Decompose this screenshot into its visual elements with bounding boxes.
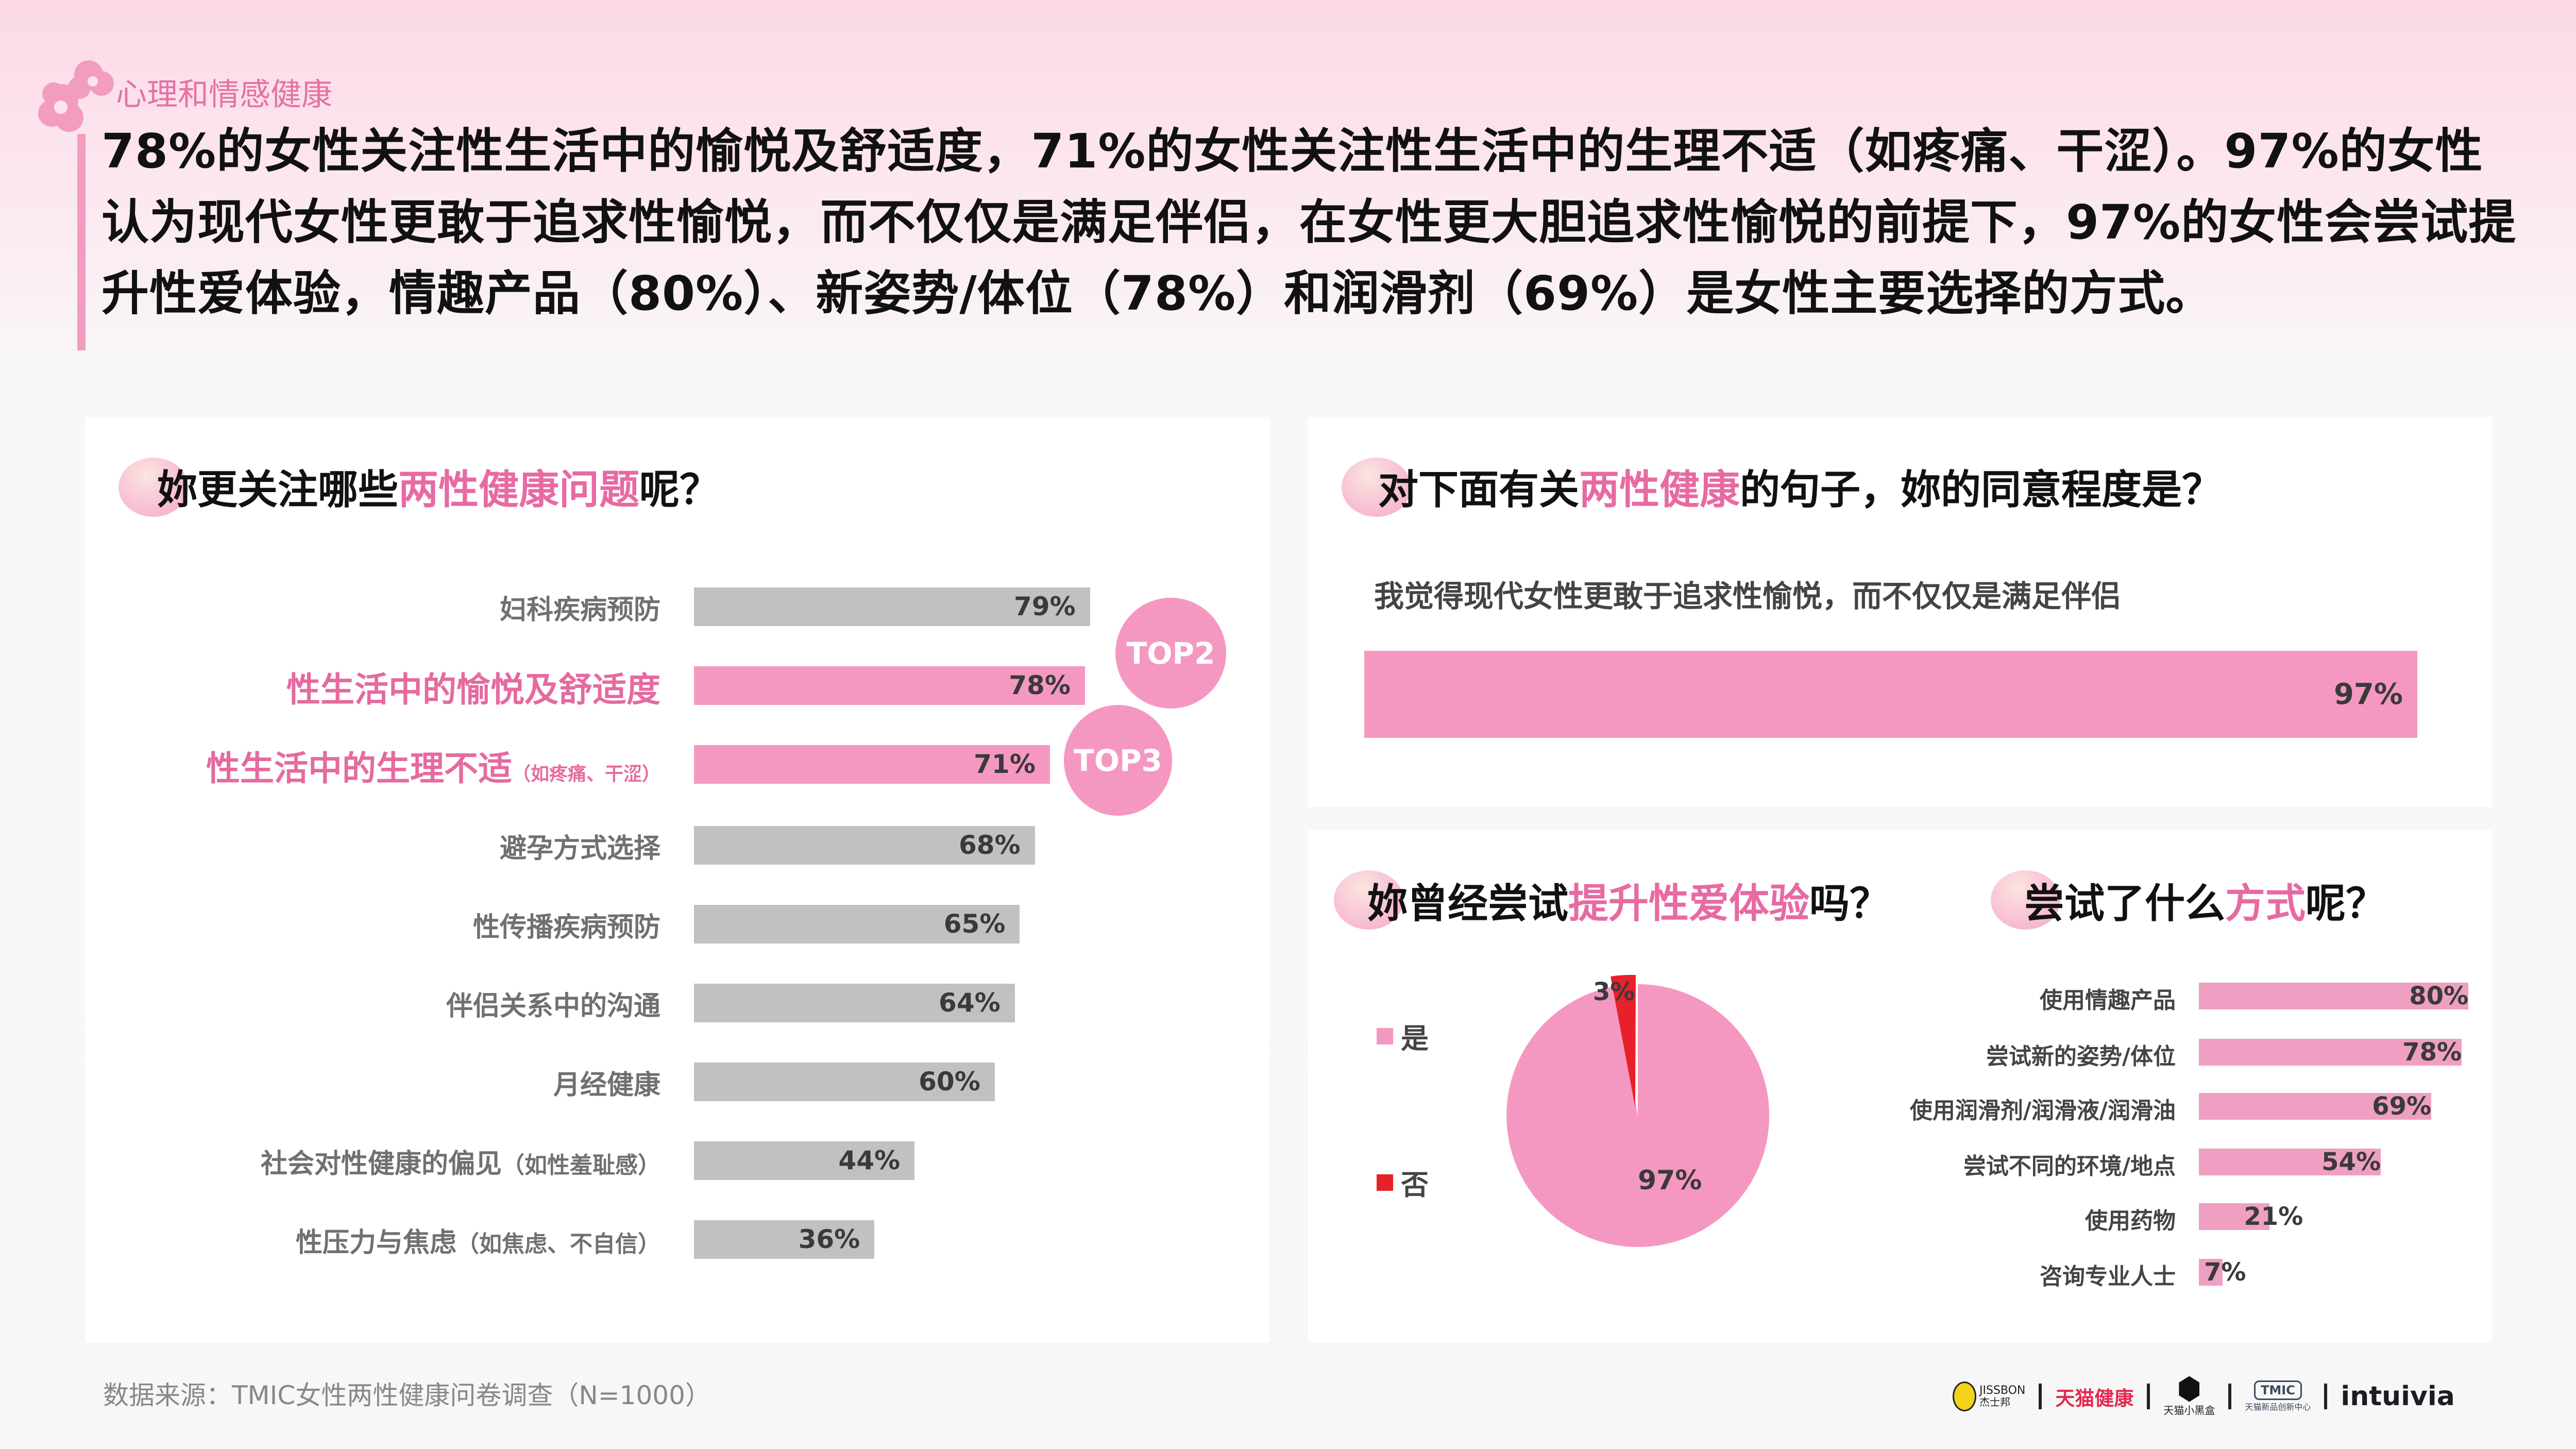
- method-bar: [2199, 1259, 2223, 1286]
- pie-slice-yes: [1506, 984, 1770, 1247]
- bar-value: 60%: [919, 1067, 980, 1097]
- bar-value: 44%: [838, 1145, 901, 1175]
- method-label: 尝试不同的环境/地点: [1963, 1153, 2176, 1180]
- method-value: 69%: [2372, 1092, 2432, 1121]
- bar-value: 71%: [974, 749, 1036, 779]
- bar-label: 伴侣关系中的沟通: [446, 991, 660, 1022]
- bar-value: 78%: [1009, 670, 1071, 700]
- method-label: 尝试新的姿势/体位: [1986, 1043, 2176, 1070]
- method-value: 78%: [2402, 1038, 2462, 1067]
- method-bar: [2199, 1203, 2270, 1230]
- bar: 64%: [694, 984, 1015, 1022]
- panel-title-methods: 尝试了什么方式呢？: [2024, 881, 2386, 927]
- pie-slice-no: [1611, 974, 1636, 1107]
- method-bar: [2199, 1149, 2381, 1175]
- tmic-logo: TMIC 天猫新品创新中心: [2245, 1380, 2311, 1412]
- panel-tried: 妳曾经尝试提升性爱体验吗？ 是 否 3% 97% 尝试了什么方式呢？ 使用情趣产…: [1308, 830, 2492, 1342]
- method-bar: [2199, 1039, 2462, 1066]
- title-blob: [1991, 870, 2060, 930]
- title-blob: [118, 458, 188, 517]
- bar: 65%: [694, 905, 1020, 943]
- bar-label: 性传播疾病预防: [472, 912, 660, 943]
- tmall-health-logo: 天猫健康: [2055, 1387, 2134, 1410]
- partner-logos: JISSBON 杰士邦 天猫健康 天猫小黑盒 TMIC 天猫新品创新中心 int…: [1953, 1366, 2455, 1427]
- jissbon-icon: [1953, 1381, 1976, 1411]
- bar: 71%: [694, 745, 1050, 784]
- agree-bar: 97%: [1364, 651, 2417, 738]
- agree-bar-value: 97%: [2333, 678, 2403, 711]
- bar-label: 性压力与焦虑（如焦虑、不自信）: [295, 1227, 660, 1258]
- top2-badge: TOP2: [1115, 598, 1226, 709]
- method-bar: [2199, 983, 2469, 1009]
- method-label: 使用润滑剂/润滑液/润滑油: [1909, 1098, 2176, 1124]
- bar: 79%: [694, 587, 1090, 626]
- bar-value: 64%: [939, 988, 1001, 1018]
- method-label: 咨询专业人士: [2040, 1263, 2176, 1290]
- divider: [2039, 1384, 2042, 1409]
- intuivia-logo: intuivia: [2341, 1381, 2455, 1412]
- title-blob: [1334, 870, 1403, 930]
- divider: [2147, 1384, 2150, 1409]
- legend-swatch-yes: [1377, 1028, 1393, 1044]
- method-value: 21%: [2244, 1202, 2303, 1231]
- divider: [2228, 1384, 2232, 1409]
- flower-stem: [77, 134, 86, 350]
- pie-label-no: 3%: [1593, 978, 1635, 1006]
- bar-value: 68%: [958, 830, 1021, 860]
- legend-label-yes: 是: [1401, 1022, 1429, 1055]
- panel-title: 对下面有关两性健康的句子，妳的同意程度是？: [1378, 467, 2223, 513]
- method-bar: [2199, 1093, 2432, 1120]
- bar: 36%: [694, 1220, 875, 1259]
- panel-concerns: 妳更关注哪些两性健康问题呢？ 妇科疾病预防 79% 性生活中的愉悦及舒适度 78% 性生…: [85, 417, 1269, 1342]
- bar-value: 65%: [943, 909, 1006, 939]
- bar-label: 月经健康: [553, 1070, 660, 1101]
- pie-chart: [1506, 974, 1770, 1247]
- panel-title: 妳曾经尝试提升性爱体验吗？: [1367, 881, 1890, 927]
- legend-label-no: 否: [1401, 1169, 1429, 1201]
- bar-label: 性生活中的生理不适（如疼痛、干涩）: [206, 749, 660, 788]
- bar-label: 妇科疾病预防: [499, 595, 660, 626]
- title-blob: [1342, 458, 1411, 517]
- pie-label-yes: 97%: [1638, 1165, 1702, 1196]
- method-value: 54%: [2321, 1148, 2381, 1176]
- legend-swatch-no: [1377, 1174, 1393, 1191]
- panel-title: 妳更关注哪些两性健康问题呢？: [157, 467, 720, 513]
- panel-agree: 对下面有关两性健康的句子，妳的同意程度是？ 我觉得现代女性更敢于追求性愉悦，而不…: [1308, 417, 2492, 807]
- top3-badge: TOP3: [1064, 705, 1172, 816]
- bar-label: 性生活中的愉悦及舒适度: [286, 670, 660, 710]
- bar-label: 避孕方式选择: [499, 833, 660, 864]
- headline: 78%的女性关注性生活中的愉悦及舒适度，71%的女性关注性生活中的生理不适（如疼…: [101, 124, 2517, 321]
- data-source: 数据来源：TMIC女性两性健康问卷调查（N=1000）: [103, 1380, 711, 1410]
- box-icon: [2179, 1376, 2200, 1402]
- divider: [2324, 1384, 2328, 1409]
- agree-statement: 我觉得现代女性更敢于追求性愉悦，而不仅仅是满足伴侣: [1374, 579, 2122, 614]
- method-value: 7%: [2204, 1258, 2246, 1287]
- method-label: 使用情趣产品: [2040, 987, 2176, 1014]
- flower-icon: [38, 60, 114, 132]
- method-value: 80%: [2409, 982, 2469, 1010]
- method-label: 使用药物: [2085, 1208, 2176, 1234]
- jissbon-logo: JISSBON 杰士邦: [1953, 1381, 2025, 1411]
- bar: 78%: [694, 666, 1085, 705]
- section-tag: 心理和情感健康: [116, 77, 332, 113]
- tmall-blackbox-logo: 天猫小黑盒: [2163, 1376, 2215, 1417]
- bar: 44%: [694, 1141, 915, 1180]
- bar-value: 36%: [798, 1224, 860, 1254]
- bar-value: 79%: [1013, 592, 1076, 621]
- bar: 68%: [694, 826, 1035, 865]
- bar: 60%: [694, 1063, 995, 1101]
- bar-label: 社会对性健康的偏见（如性羞耻感）: [260, 1149, 660, 1180]
